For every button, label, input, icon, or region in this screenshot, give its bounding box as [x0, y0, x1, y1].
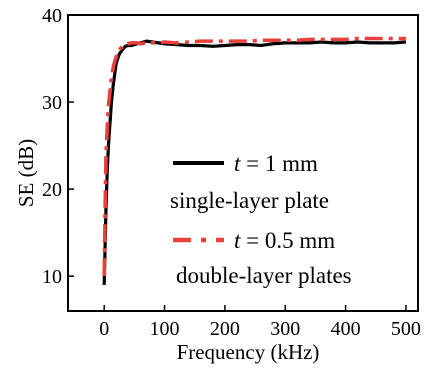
legend-label: t = 0.5 mm: [234, 228, 335, 253]
x-tick-label: 200: [210, 318, 240, 340]
x-tick-label: 300: [270, 318, 300, 340]
series-line-1: [102, 39, 407, 285]
legend-description: single-layer plate: [170, 188, 329, 213]
plot-frame: [67, 14, 419, 312]
x-tick-label: 500: [391, 318, 421, 340]
legend: t = 1 mm single-layer plate t = 0.5 mm doub…: [170, 151, 352, 288]
y-axis-label: SE (dB): [14, 139, 38, 207]
ticks-layer: 0 100 200 300 400 500 10 20 30 40: [42, 5, 421, 340]
y-tick-label: 10: [42, 266, 62, 288]
series-line-2: [102, 36, 406, 277]
y-tick-label: 40: [42, 5, 62, 27]
x-tick-label: 400: [331, 318, 361, 340]
legend-item-1: t = 1 mm single-layer plate: [170, 151, 329, 213]
y-tick-label: 30: [42, 92, 62, 114]
x-tick-label: 100: [150, 318, 180, 340]
legend-item-2: t = 0.5 mm double-layer plates: [173, 228, 352, 288]
x-tick-label: 0: [99, 318, 109, 340]
x-axis-label: Frequency (kHz): [177, 340, 320, 364]
legend-label: t = 1 mm: [234, 151, 318, 176]
legend-description: double-layer plates: [176, 263, 352, 288]
series-layer: [102, 36, 407, 285]
y-tick-label: 20: [42, 179, 62, 201]
